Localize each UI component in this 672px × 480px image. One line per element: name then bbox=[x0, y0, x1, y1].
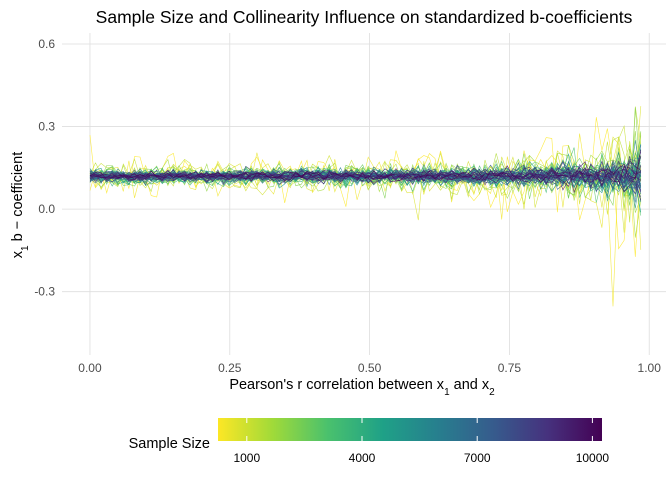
x-tick-label: 0.25 bbox=[218, 361, 242, 375]
x-tick-label: 0.75 bbox=[498, 361, 522, 375]
y-tick-label: 0.3 bbox=[38, 120, 55, 134]
series-group bbox=[89, 106, 642, 307]
legend-title: Sample Size bbox=[129, 436, 210, 452]
colorbar-ticks: 1000 4000 7000 10000 bbox=[233, 418, 609, 465]
series-line bbox=[89, 147, 642, 238]
legend: Sample Size 1000 4000 7000 10000 bbox=[129, 418, 609, 465]
series-line bbox=[89, 117, 642, 257]
chart-title: Sample Size and Collinearity Influence o… bbox=[96, 7, 633, 27]
legend-tick-label: 7000 bbox=[464, 451, 491, 465]
x-axis-title: Pearson's r correlation between x1 and x… bbox=[229, 377, 495, 398]
series-line bbox=[89, 163, 641, 191]
x-tick-label: 1.00 bbox=[638, 361, 662, 375]
series-line bbox=[89, 162, 642, 198]
legend-tick-label: 1000 bbox=[233, 451, 260, 465]
y-tick-label: 0.0 bbox=[38, 202, 55, 216]
x-tick-label: 0.00 bbox=[78, 361, 102, 375]
y-tick-labels: 0.6 0.3 0.0 -0.3 bbox=[34, 37, 55, 299]
series-line bbox=[89, 155, 642, 193]
x-tick-labels: 0.00 0.25 0.50 0.75 1.00 bbox=[78, 361, 661, 375]
series-line bbox=[89, 133, 642, 307]
legend-tick-label: 10000 bbox=[576, 451, 610, 465]
series-line bbox=[89, 167, 641, 185]
colorbar bbox=[218, 418, 602, 441]
y-tick-label: -0.3 bbox=[34, 285, 55, 299]
y-axis-title: x1 b − coefficient bbox=[10, 152, 31, 258]
legend-tick-label: 4000 bbox=[349, 451, 376, 465]
y-tick-label: 0.6 bbox=[38, 37, 55, 51]
series-line bbox=[89, 156, 642, 191]
series-line bbox=[89, 167, 642, 193]
gridlines bbox=[62, 33, 666, 355]
x-tick-label: 0.50 bbox=[358, 361, 382, 375]
